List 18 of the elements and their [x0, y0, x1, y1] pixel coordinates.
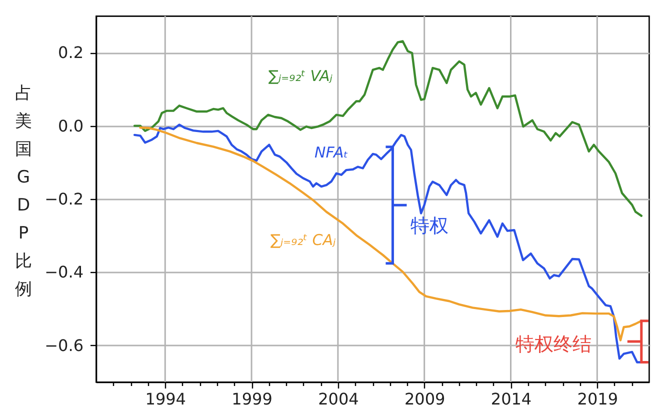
- y-tick-label: 0.2: [58, 43, 84, 62]
- y-tick-label: −0.4: [44, 262, 84, 282]
- x-tick-label: 2019: [577, 390, 618, 408]
- series-label: ∑ⱼ₌₉₂ᵗ CAⱼ: [270, 230, 336, 249]
- y-tick-label: 0.0: [58, 116, 84, 136]
- series-label: ∑ⱼ₌₉₂ᵗ VAⱼ: [268, 66, 333, 85]
- x-tick-label: 1994: [145, 390, 186, 408]
- y-axis-title: 占美国GDP比例: [15, 84, 32, 300]
- x-tick-label: 2004: [318, 390, 359, 408]
- y-tick-label: −0.2: [44, 190, 84, 208]
- x-tick-label: 2014: [490, 390, 532, 408]
- x-tick-label: 2009: [404, 390, 446, 408]
- series-label: NFAₜ: [314, 143, 348, 162]
- annotation: 特权: [410, 215, 449, 238]
- x-tick-label: 1999: [232, 390, 272, 408]
- y-tick-label: −0.6: [44, 336, 84, 355]
- annotation: 特权终结: [515, 334, 592, 356]
- line-series: [133, 40, 642, 217]
